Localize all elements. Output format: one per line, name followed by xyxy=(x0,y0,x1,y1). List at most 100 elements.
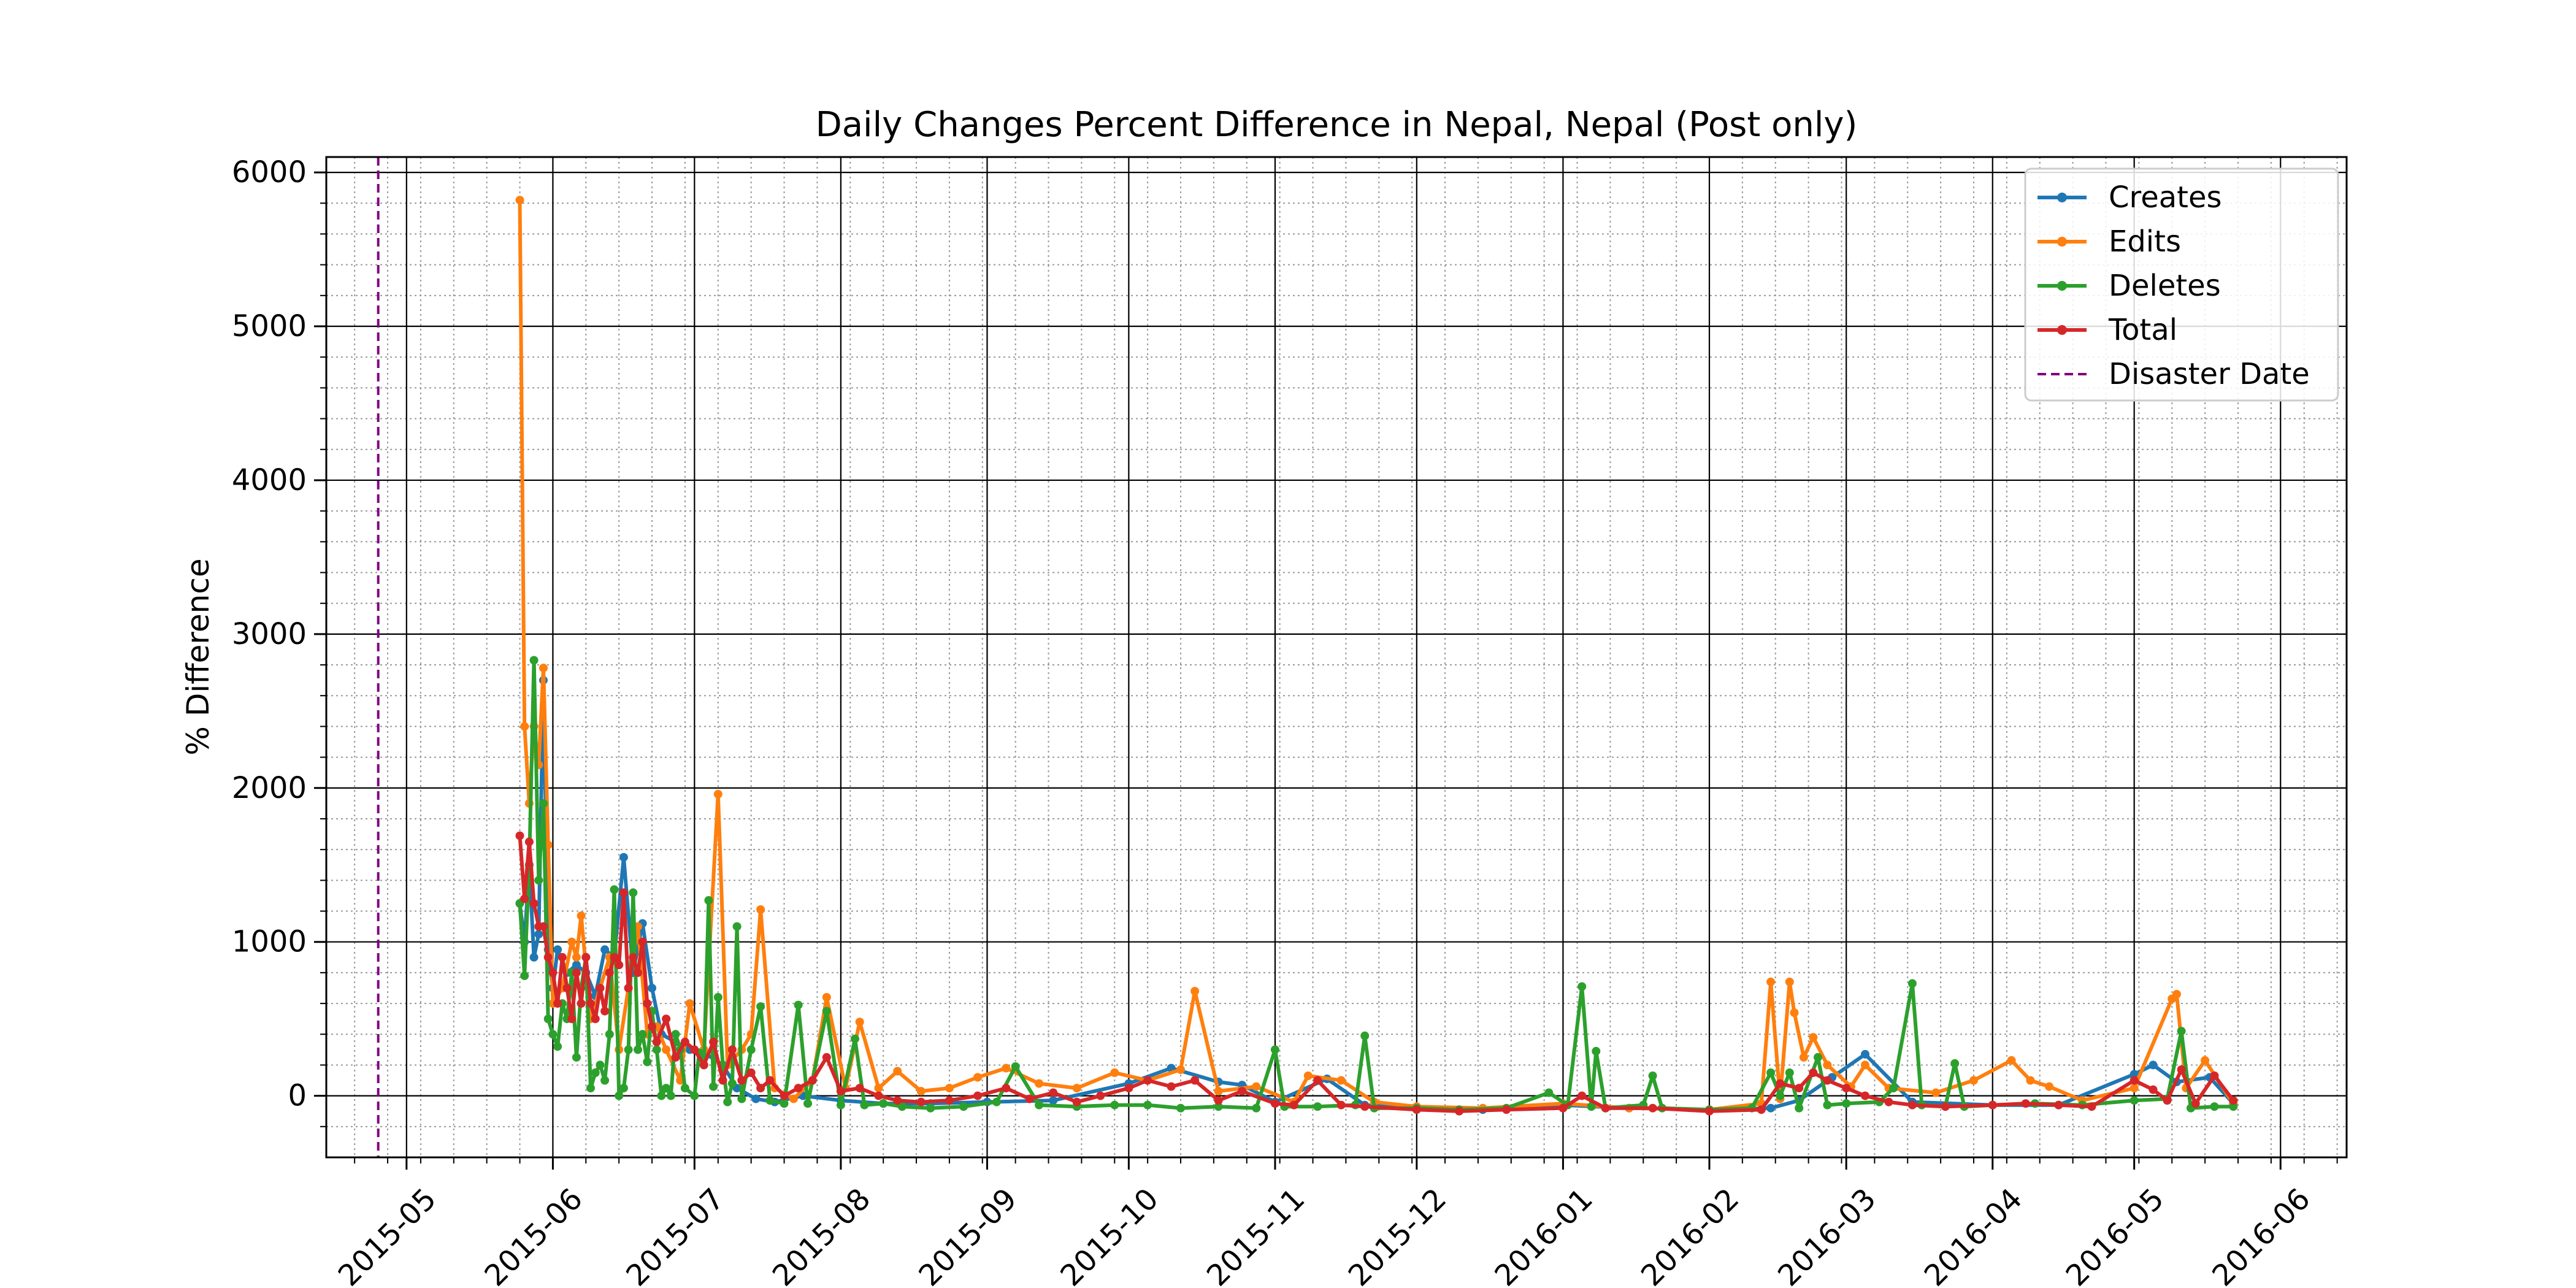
data-point-deletes xyxy=(1795,1103,1804,1113)
series-line-total xyxy=(518,835,2235,1113)
data-point-total xyxy=(1861,1091,1869,1100)
data-point-edits xyxy=(1176,1065,1185,1074)
data-point-deletes xyxy=(591,1068,600,1077)
data-point-deletes xyxy=(1889,1084,1898,1093)
data-point-total xyxy=(1601,1103,1610,1113)
y-tick-label: 5000 xyxy=(232,309,307,343)
legend-label: Disaster Date xyxy=(2109,357,2310,391)
data-point-deletes xyxy=(1814,1052,1822,1062)
data-point-deletes xyxy=(723,1097,732,1106)
data-point-total xyxy=(1238,1087,1247,1096)
y-tick-label: 1000 xyxy=(232,925,307,959)
data-point-edits xyxy=(515,196,524,205)
data-point-edits xyxy=(1799,1052,1808,1062)
data-point-total xyxy=(596,984,605,992)
data-point-total xyxy=(916,1097,926,1106)
data-point-deletes xyxy=(652,1045,661,1054)
data-point-deletes xyxy=(2177,1027,2186,1036)
data-point-deletes xyxy=(619,1084,628,1093)
minor-grid xyxy=(326,157,2347,1157)
data-point-total xyxy=(1941,1102,1950,1111)
data-point-total xyxy=(600,1006,610,1016)
data-point-deletes xyxy=(634,1045,642,1054)
data-point-total xyxy=(780,1091,789,1100)
data-point-edits xyxy=(1190,987,1200,995)
data-point-deletes xyxy=(1110,1100,1119,1110)
data-point-total xyxy=(610,953,619,962)
data-point-edits xyxy=(2045,1082,2054,1091)
data-point-total xyxy=(581,953,591,962)
data-point-deletes xyxy=(534,876,543,885)
data-point-deletes xyxy=(680,1084,689,1093)
data-point-deletes xyxy=(746,1045,756,1054)
data-point-deletes xyxy=(1823,1100,1832,1110)
data-point-total xyxy=(1648,1103,1657,1113)
series-edits xyxy=(515,196,2238,1114)
data-point-edits xyxy=(520,722,529,731)
data-point-total xyxy=(1143,1076,1152,1085)
data-point-total xyxy=(1167,1082,1176,1091)
data-point-deletes xyxy=(1648,1071,1657,1080)
data-point-edits xyxy=(1252,1082,1261,1091)
legend-item-disaster-date: Disaster Date xyxy=(2037,357,2310,391)
data-point-total xyxy=(2210,1071,2219,1080)
data-point-total xyxy=(1757,1105,1766,1114)
data-point-deletes xyxy=(926,1103,935,1113)
data-point-total xyxy=(1025,1094,1034,1103)
data-point-edits xyxy=(1035,1079,1044,1088)
data-point-deletes xyxy=(605,1030,614,1039)
data-point-deletes xyxy=(529,656,539,665)
data-point-total xyxy=(1049,1088,1058,1097)
data-point-total xyxy=(634,968,642,977)
x-tick-label: 2016-06 xyxy=(2206,1182,2317,1288)
data-point-total xyxy=(680,1037,689,1046)
data-point-deletes xyxy=(1950,1059,1960,1068)
data-point-total xyxy=(822,1052,831,1062)
data-point-deletes xyxy=(1252,1103,1261,1113)
data-point-total xyxy=(572,968,581,977)
data-point-deletes xyxy=(959,1102,968,1111)
data-point-deletes xyxy=(543,1014,553,1024)
data-point-total xyxy=(1360,1102,1370,1111)
data-point-deletes xyxy=(1544,1088,1554,1097)
data-point-edits xyxy=(973,1073,983,1082)
data-point-total xyxy=(1190,1076,1200,1085)
data-point-deletes xyxy=(553,1042,562,1051)
data-point-deletes xyxy=(600,1076,610,1085)
data-point-total xyxy=(1907,1100,1917,1110)
data-point-deletes xyxy=(704,896,713,905)
data-point-total xyxy=(836,1087,845,1096)
data-point-edits xyxy=(2172,990,2181,999)
data-point-deletes xyxy=(851,1034,859,1043)
legend-marker xyxy=(2057,193,2067,202)
data-point-total xyxy=(2229,1096,2238,1105)
data-point-total xyxy=(586,999,595,1008)
data-point-deletes xyxy=(992,1097,1001,1106)
data-point-deletes xyxy=(737,1094,746,1103)
data-point-total xyxy=(671,1052,680,1062)
data-point-deletes xyxy=(690,1091,699,1100)
data-point-creates xyxy=(553,945,562,954)
data-point-total xyxy=(2191,1099,2200,1108)
data-point-deletes xyxy=(765,1096,775,1105)
data-point-deletes xyxy=(615,1091,624,1100)
data-point-deletes xyxy=(2210,1102,2219,1111)
y-tick-label: 3000 xyxy=(232,617,307,651)
data-point-deletes xyxy=(860,1100,869,1110)
data-point-total xyxy=(2021,1099,2030,1108)
data-point-total xyxy=(1455,1106,1464,1116)
data-point-total xyxy=(2087,1102,2096,1111)
data-point-total xyxy=(1809,1068,1818,1077)
data-point-deletes xyxy=(822,1006,831,1016)
legend-item-edits: Edits xyxy=(2037,224,2181,259)
data-point-total xyxy=(648,1022,656,1031)
data-point-total xyxy=(2129,1076,2139,1085)
legend: Creates Edits Deletes Total Disaster Date xyxy=(2024,167,2339,402)
data-point-edits xyxy=(685,999,694,1008)
y-tick-label: 0 xyxy=(288,1079,307,1113)
data-point-deletes xyxy=(836,1100,845,1110)
data-point-deletes xyxy=(1011,1062,1020,1071)
data-point-total xyxy=(690,1045,699,1054)
data-point-deletes xyxy=(1035,1100,1044,1110)
x-tick-label: 2016-02 xyxy=(1635,1182,1746,1288)
